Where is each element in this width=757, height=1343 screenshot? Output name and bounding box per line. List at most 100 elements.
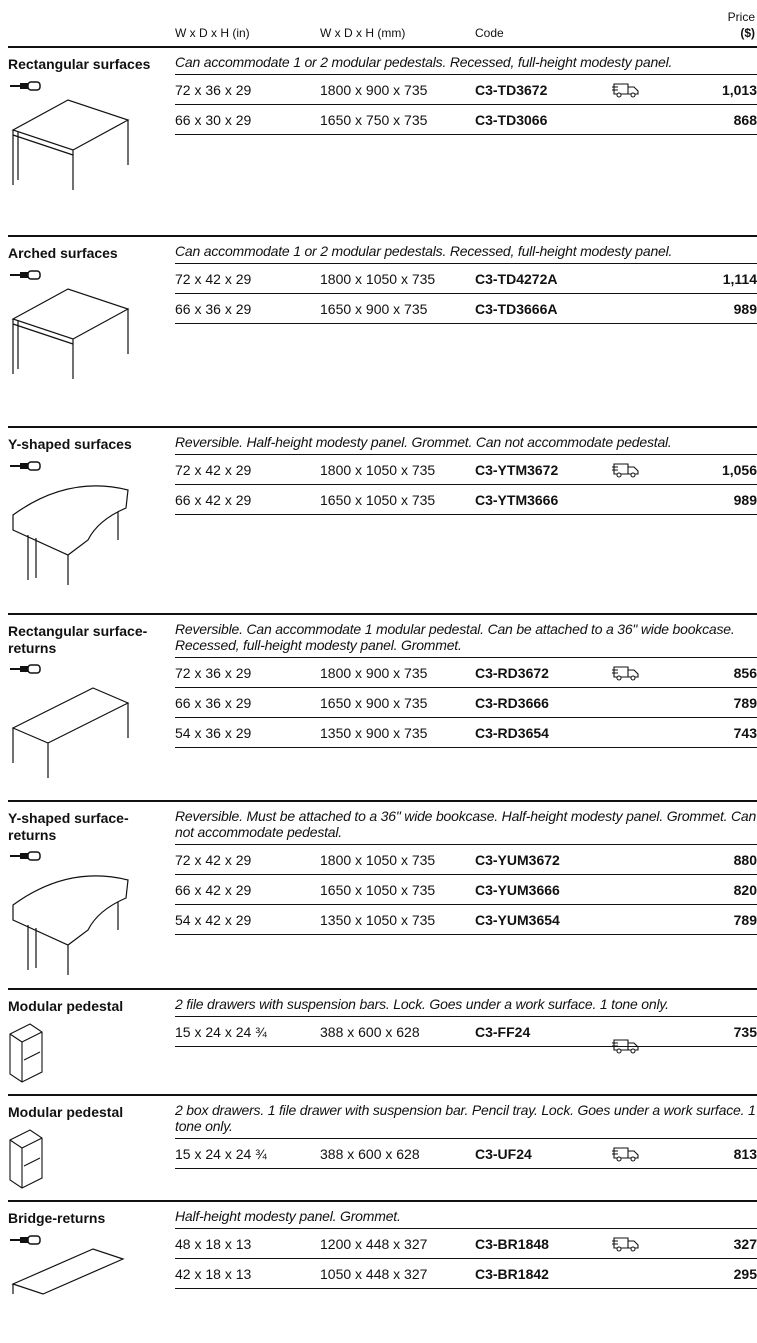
product-name: Y-shaped surface-returns	[8, 810, 129, 843]
price: 1,056	[721, 462, 757, 478]
price: 989	[733, 301, 757, 317]
size-in: 72 x 36 x 29	[175, 665, 252, 681]
product-row: 66 x 30 x 29 1650 x 750 x 735 C3-TD3066 868	[175, 104, 757, 135]
product-section: Rectangular surfaces Can accommodate 1 or…	[8, 46, 757, 190]
product-row: 54 x 42 x 29 1350 x 1050 x 735 C3-YUM3654 7…	[175, 904, 757, 935]
rows: 15 x 24 x 24 ¾ 388 x 600 x 628 C3-UF24 813	[175, 1138, 757, 1169]
column-header: Code	[475, 26, 504, 40]
quick-ship-icon	[612, 1237, 639, 1252]
product-illustration	[10, 81, 130, 190]
section-body: Half-height modesty panel. Grommet. 48 x …	[175, 1208, 757, 1289]
rows: 72 x 42 x 29 1800 x 1050 x 735 C3-YTM3672 1…	[175, 454, 757, 515]
product-illustration	[10, 851, 129, 975]
size-in: 54 x 42 x 29	[175, 912, 252, 928]
size-in: 72 x 36 x 29	[175, 82, 252, 98]
price: 735	[733, 1024, 757, 1040]
product-row: 72 x 42 x 29 1800 x 1050 x 735 C3-TD4272A 1…	[175, 263, 757, 293]
size-in: 66 x 42 x 29	[175, 882, 252, 898]
product-row: 66 x 36 x 29 1650 x 900 x 735 C3-RD3666 789	[175, 687, 757, 717]
price: 327	[733, 1236, 757, 1252]
code: C3-BR1842	[475, 1266, 549, 1282]
product-section: Rectangular surface-returns Reversible. C…	[8, 613, 757, 778]
product-section: Y-shaped surfaces Reversible. Half-height…	[8, 426, 757, 585]
code: C3-TD4272A	[475, 271, 558, 287]
code: C3-UF24	[475, 1146, 532, 1162]
quick-ship-icon	[612, 666, 639, 681]
size-mm: 388 x 600 x 628	[320, 1146, 420, 1162]
price: 789	[733, 695, 757, 711]
size-mm: 1800 x 1050 x 735	[320, 462, 436, 478]
size-in: 66 x 42 x 29	[175, 492, 252, 508]
section-body: Can accommodate 1 or 2 modular pedestals…	[175, 54, 757, 135]
price: 1,114	[722, 271, 757, 287]
size-in: 66 x 36 x 29	[175, 301, 252, 317]
size-mm: 1200 x 448 x 327	[320, 1236, 428, 1252]
product-name: Modular pedestal	[8, 1104, 124, 1120]
price: 868	[733, 112, 757, 128]
size-in: 15 x 24 x 24 ¾	[175, 1146, 267, 1162]
quick-ship-icon	[612, 1039, 639, 1054]
price: 789	[733, 912, 757, 928]
code: C3-RD3654	[475, 725, 549, 741]
product-illustration	[10, 1235, 125, 1295]
product-row: 72 x 36 x 29 1800 x 900 x 735 C3-TD3672 1,0…	[175, 74, 757, 104]
size-mm: 1650 x 900 x 735	[320, 695, 428, 711]
size-in: 66 x 36 x 29	[175, 695, 252, 711]
description: Can accommodate 1 or 2 modular pedestals…	[175, 243, 673, 259]
size-mm: 1650 x 1050 x 735	[320, 882, 436, 898]
description: Reversible. Must be attached to a 36" wi…	[175, 808, 757, 840]
product-row: 72 x 36 x 29 1800 x 900 x 735 C3-RD3672 856	[175, 657, 757, 687]
code: C3-RD3666	[475, 695, 549, 711]
size-mm: 1350 x 900 x 735	[320, 725, 428, 741]
product-illustration	[10, 270, 130, 379]
quick-ship-icon	[612, 83, 639, 98]
code: C3-BR1848	[475, 1236, 549, 1252]
section-body: Reversible. Half-height modesty panel. G…	[175, 434, 757, 515]
code: C3-TD3066	[475, 112, 548, 128]
size-in: 48 x 18 x 13	[175, 1236, 252, 1252]
size-mm: 1650 x 1050 x 735	[320, 492, 436, 508]
rows: 72 x 42 x 29 1800 x 1050 x 735 C3-YUM3672 8…	[175, 844, 757, 935]
product-illustration	[10, 664, 130, 778]
size-mm: 1650 x 900 x 735	[320, 301, 428, 317]
price: 856	[733, 665, 757, 681]
size-in: 54 x 36 x 29	[175, 725, 252, 741]
price: 989	[733, 492, 757, 508]
size-in: 15 x 24 x 24 ¾	[175, 1024, 267, 1040]
code: C3-YUM3666	[475, 882, 560, 898]
product-name: Bridge-returns	[8, 1210, 106, 1226]
size-mm: 1350 x 1050 x 735	[320, 912, 436, 928]
column-header: W x D x H (mm)	[320, 26, 406, 40]
size-in: 72 x 42 x 29	[175, 852, 252, 868]
product-illustration	[9, 1023, 43, 1083]
size-mm: 388 x 600 x 628	[320, 1024, 420, 1040]
section-body: 2 box drawers. 1 file drawer with suspen…	[175, 1102, 757, 1169]
price: 1,013	[721, 82, 757, 98]
product-name: Rectangular surface-returns	[8, 623, 148, 656]
quick-ship-icon	[612, 463, 639, 478]
column-header: ($)	[740, 26, 755, 40]
code: C3-YTM3672	[475, 462, 559, 478]
product-name: Arched surfaces	[8, 245, 118, 261]
rows: 72 x 42 x 29 1800 x 1050 x 735 C3-TD4272A 1…	[175, 263, 757, 324]
size-in: 42 x 18 x 13	[175, 1266, 252, 1282]
description: Can accommodate 1 or 2 modular pedestals…	[175, 54, 673, 70]
size-mm: 1800 x 1050 x 735	[320, 271, 436, 287]
product-row: 15 x 24 x 24 ¾ 388 x 600 x 628 C3-UF24 813	[175, 1138, 757, 1169]
product-row: 66 x 36 x 29 1650 x 900 x 735 C3-TD3666A 98…	[175, 293, 757, 324]
description: 2 file drawers with suspension bars. Loc…	[175, 996, 669, 1012]
price: 295	[733, 1266, 757, 1282]
code: C3-TD3672	[475, 82, 548, 98]
code: C3-YTM3666	[475, 492, 559, 508]
product-name: Rectangular surfaces	[8, 56, 151, 72]
price: 820	[733, 882, 757, 898]
rows: 72 x 36 x 29 1800 x 900 x 735 C3-RD3672 856…	[175, 657, 757, 748]
product-row: 15 x 24 x 24 ¾ 388 x 600 x 628 C3-FF24 735	[175, 1016, 757, 1054]
size-in: 72 x 42 x 29	[175, 271, 252, 287]
section-body: Can accommodate 1 or 2 modular pedestals…	[175, 243, 757, 324]
rows: 48 x 18 x 13 1200 x 448 x 327 C3-BR1848 327…	[175, 1228, 757, 1289]
price: 880	[733, 852, 757, 868]
description: Reversible. Can accommodate 1 modular pe…	[175, 621, 735, 653]
code: C3-YUM3672	[475, 852, 560, 868]
